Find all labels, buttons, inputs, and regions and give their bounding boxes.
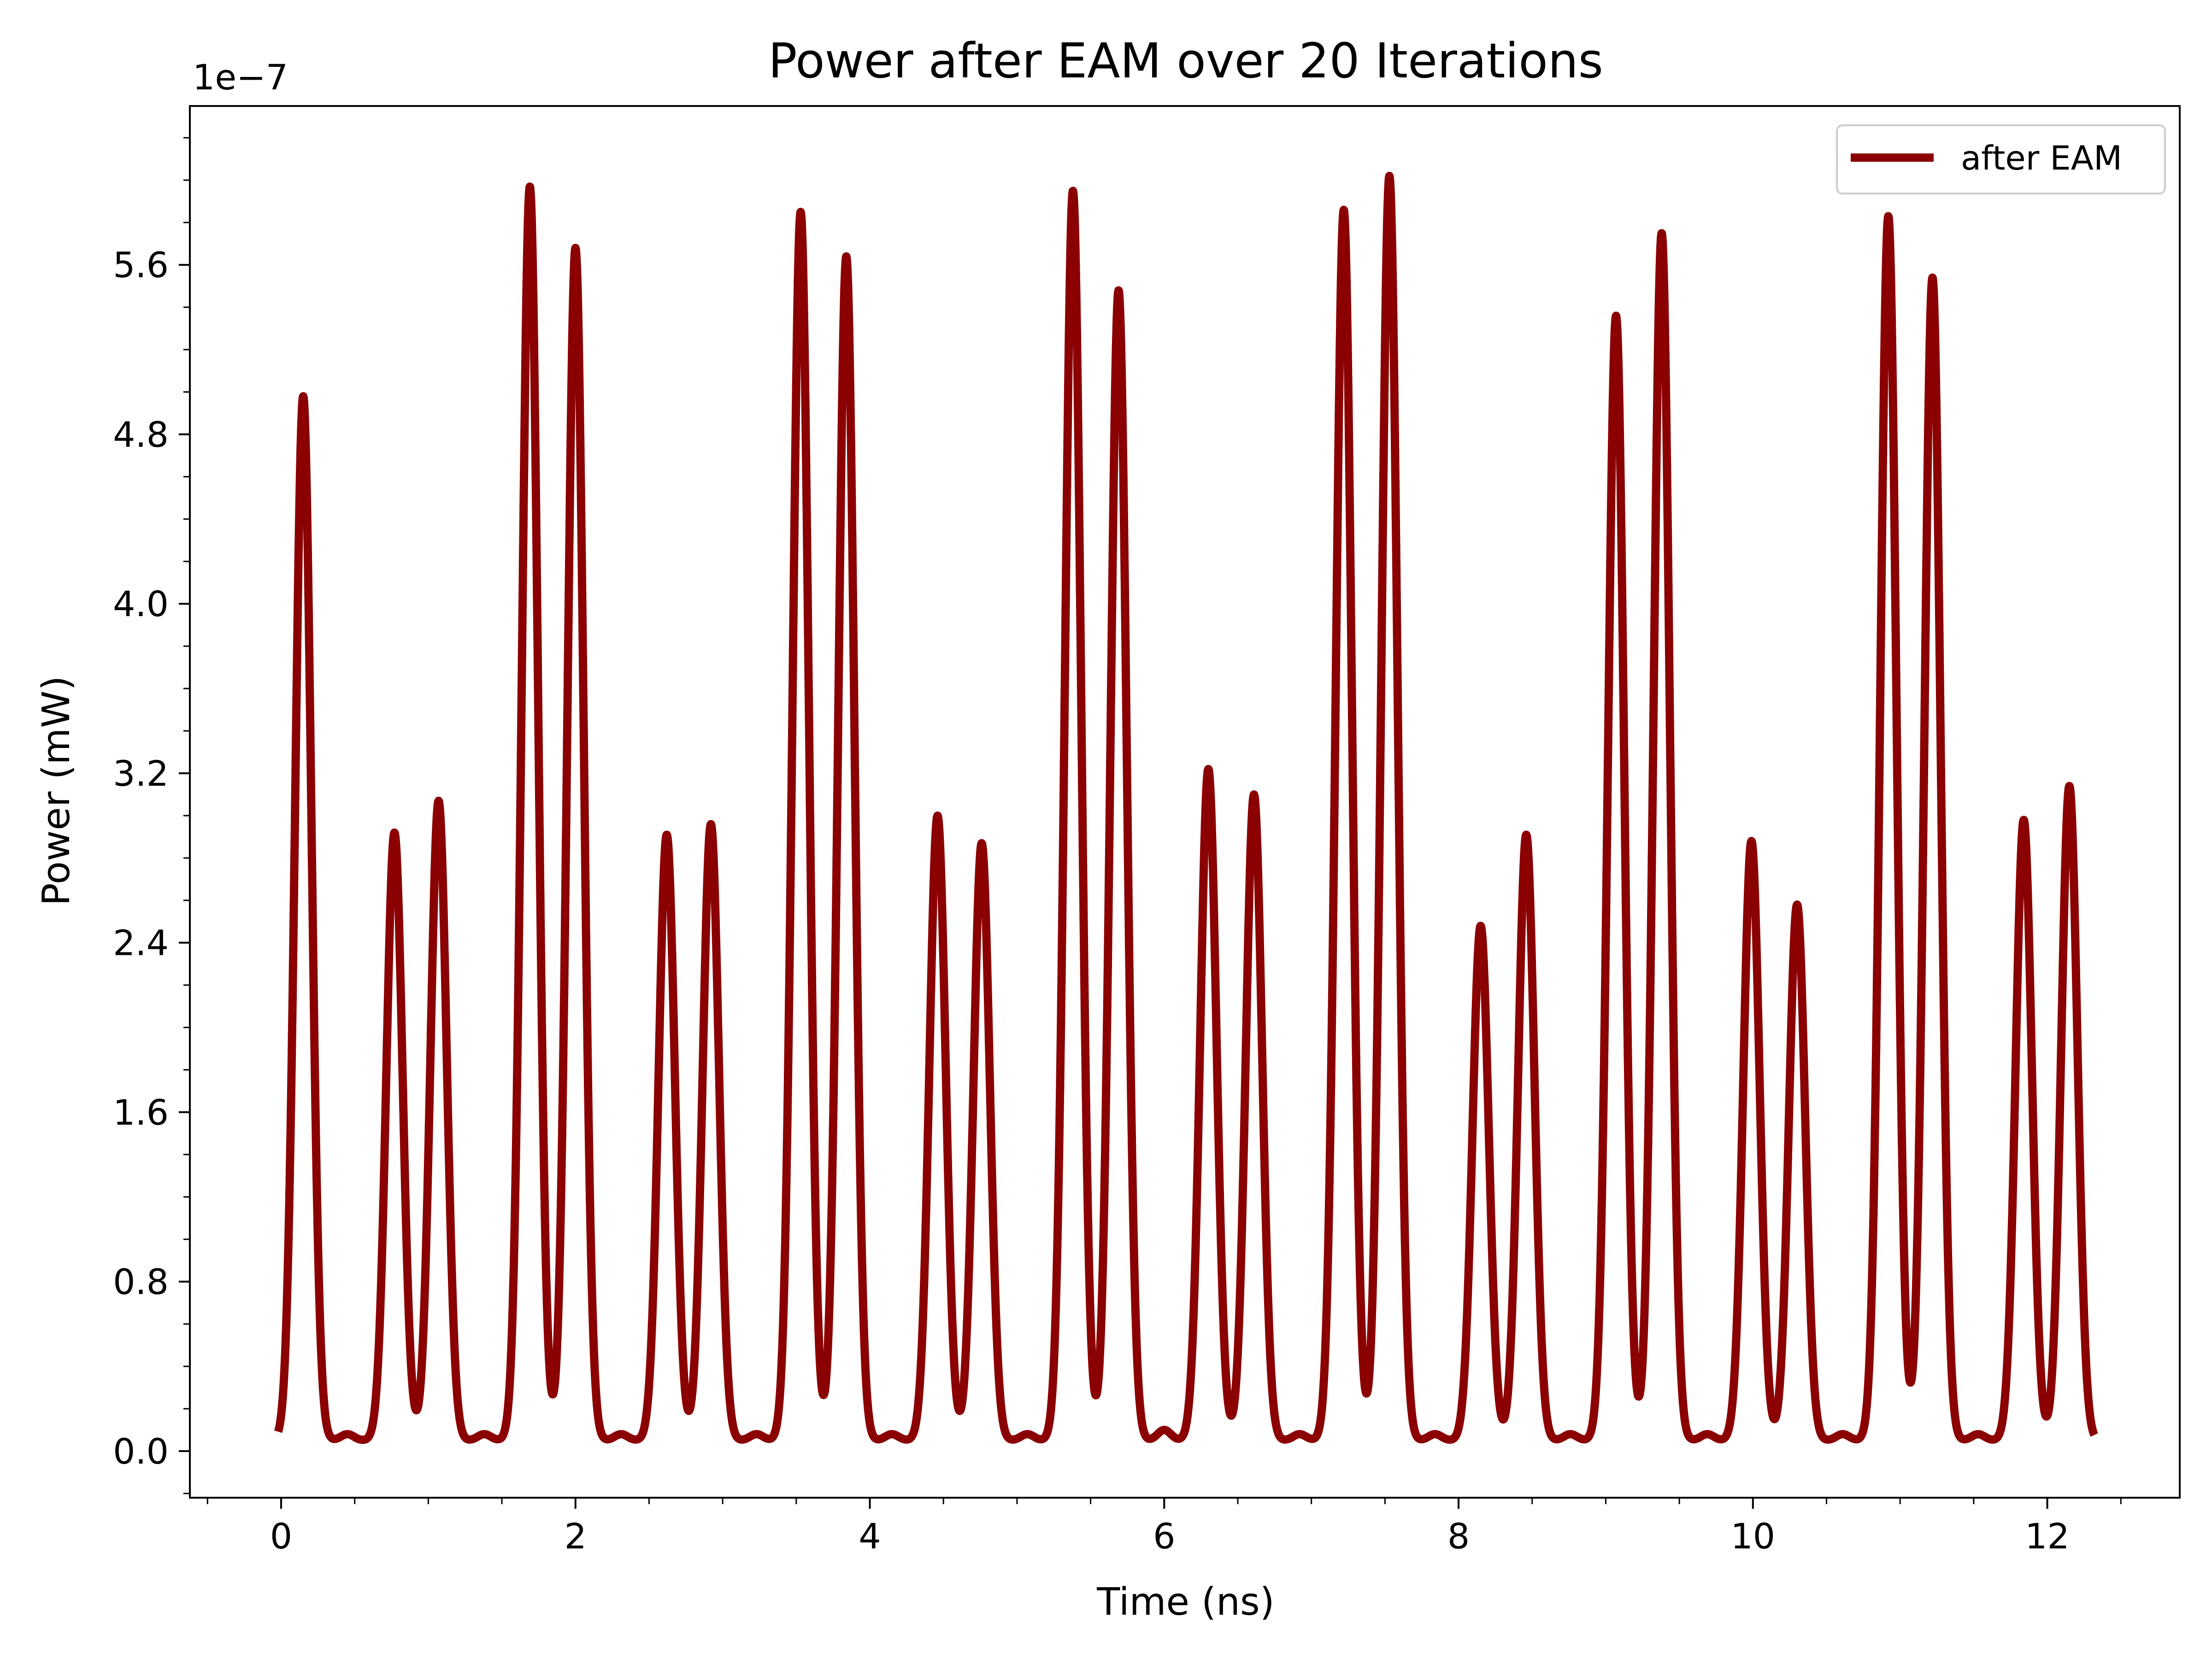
- y-tick-label: 1.6: [113, 1092, 169, 1133]
- y-tick-label: 0.8: [113, 1261, 169, 1302]
- y-tick-label: 3.2: [113, 753, 169, 794]
- x-tick-label: 4: [859, 1516, 881, 1557]
- y-tick-label: 4.8: [113, 414, 169, 455]
- y-axis-label: Power (mW): [35, 676, 78, 906]
- chart-title: Power after EAM over 20 Iterations: [768, 33, 1603, 89]
- series-line-after-eam: [274, 171, 2099, 1444]
- x-tick-label: 10: [1730, 1516, 1775, 1557]
- plot-area: [274, 171, 2099, 1444]
- y-axis: 0.0 0.8 1.6 2.4 3.2 4.0 4.8 5.6: [113, 137, 190, 1494]
- legend: after EAM: [1836, 124, 2166, 194]
- y-tick-label: 0.0: [113, 1431, 169, 1472]
- x-tick-label: 2: [565, 1516, 587, 1557]
- y-tick-label: 5.6: [113, 245, 169, 286]
- legend-box: [1836, 124, 2166, 194]
- x-axis-label: Time (ns): [1096, 1580, 1274, 1624]
- x-tick-label: 8: [1447, 1516, 1470, 1557]
- y-tick-label: 4.0: [113, 583, 169, 624]
- x-tick-label: 12: [2025, 1516, 2070, 1557]
- axes-frame: [189, 105, 2181, 1499]
- x-tick-label: 0: [270, 1516, 292, 1557]
- y-tick-label: 2.4: [113, 923, 169, 964]
- legend-label: after EAM: [1961, 139, 2122, 177]
- y-offset-label: 1e−7: [193, 57, 288, 98]
- x-axis: 0 2 4 6 8 10 12: [206, 1498, 2122, 1557]
- x-tick-label: 6: [1153, 1516, 1175, 1557]
